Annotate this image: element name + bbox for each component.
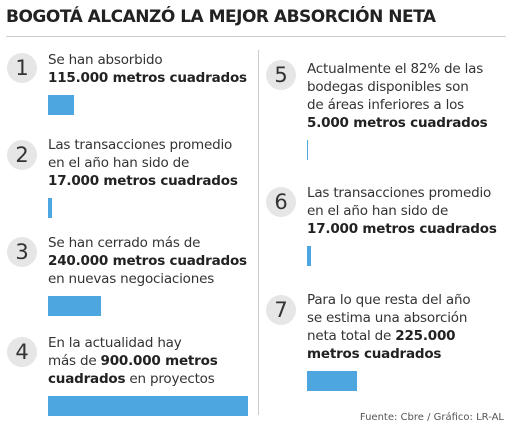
- text: se estima una absorción: [307, 310, 468, 326]
- bar: [48, 396, 248, 416]
- text: Las transacciones promedio: [307, 185, 492, 201]
- step-number: 6: [266, 187, 296, 217]
- text-line: 115.000 metros cuadrados: [48, 69, 247, 87]
- text-line: en el año han sido de: [48, 154, 189, 172]
- step-number: 5: [266, 60, 296, 90]
- step-number: 3: [7, 237, 37, 267]
- text-line: bodegas disponibles son: [307, 78, 469, 96]
- text-line: en nuevas negociaciones: [48, 270, 214, 288]
- bar: [48, 198, 52, 218]
- bold-text: cuadrados: [48, 371, 126, 387]
- bold-text: 5.000 metros cuadrados: [307, 115, 488, 131]
- text: Actualmente el 82% de las: [307, 61, 484, 77]
- bold-text: 900.000 metros: [100, 353, 218, 369]
- text: de áreas inferiores a los: [307, 97, 465, 113]
- text-line: de áreas inferiores a los: [307, 96, 464, 114]
- text: en nuevas negociaciones: [48, 271, 215, 287]
- text-line: cuadrados en proyectos: [48, 370, 215, 388]
- text-line: neta total de 225.000: [307, 327, 456, 345]
- step-number: 2: [7, 140, 37, 170]
- text: Se han cerrado más de: [48, 235, 201, 251]
- text: en el año han sido de: [307, 203, 449, 219]
- step-number: 7: [266, 295, 296, 325]
- text-line: Actualmente el 82% de las: [307, 60, 483, 78]
- bold-text: 240.000 metros cuadrados: [48, 253, 247, 269]
- text: en el año han sido de: [48, 155, 190, 171]
- text-line: 5.000 metros cuadrados: [307, 114, 488, 132]
- column-divider: [258, 50, 259, 415]
- text-line: Se han absorbido: [48, 51, 163, 69]
- bold-text: metros cuadrados: [307, 346, 442, 362]
- text-line: en el año han sido de: [307, 202, 448, 220]
- bold-text: 115.000 metros cuadrados: [48, 70, 247, 86]
- bold-text: 17.000 metros cuadrados: [48, 173, 238, 189]
- bar: [48, 296, 102, 316]
- text: bodegas disponibles son: [307, 79, 469, 95]
- text-line: metros cuadrados: [307, 345, 441, 363]
- text: Para lo que resta del año: [307, 292, 471, 308]
- text-line: 17.000 metros cuadrados: [307, 220, 497, 238]
- text: Se han absorbido: [48, 52, 163, 68]
- bar: [307, 371, 357, 391]
- step-number: 4: [7, 337, 37, 367]
- bar: [307, 246, 311, 266]
- bar: [307, 140, 309, 160]
- text-line: se estima una absorción: [307, 309, 467, 327]
- text-line: Las transacciones promedio: [48, 136, 232, 154]
- text: más de: [48, 353, 101, 369]
- text: Las transacciones promedio: [48, 137, 233, 153]
- text-line: En la actualidad hay: [48, 334, 182, 352]
- text-line: 240.000 metros cuadrados: [48, 252, 247, 270]
- text: neta total de: [307, 328, 396, 344]
- step-number: 1: [7, 53, 37, 83]
- text-line: Se han cerrado más de: [48, 234, 200, 252]
- source: Fuente: Cbre / Gráfico: LR-AL: [359, 412, 504, 423]
- bold-text: 225.000: [395, 328, 456, 344]
- text: En la actualidad hay: [48, 335, 182, 351]
- text-line: Para lo que resta del año: [307, 291, 471, 309]
- text-line: más de 900.000 metros: [48, 352, 218, 370]
- bar: [48, 95, 74, 115]
- text: en proyectos: [125, 371, 215, 387]
- bold-text: 17.000 metros cuadrados: [307, 221, 497, 237]
- title: BOGOTÁ ALCANZÓ LA MEJOR ABSORCIÓN NETA: [6, 7, 436, 27]
- title-rule: [6, 36, 506, 37]
- text-line: Las transacciones promedio: [307, 184, 491, 202]
- text-line: 17.000 metros cuadrados: [48, 172, 238, 190]
